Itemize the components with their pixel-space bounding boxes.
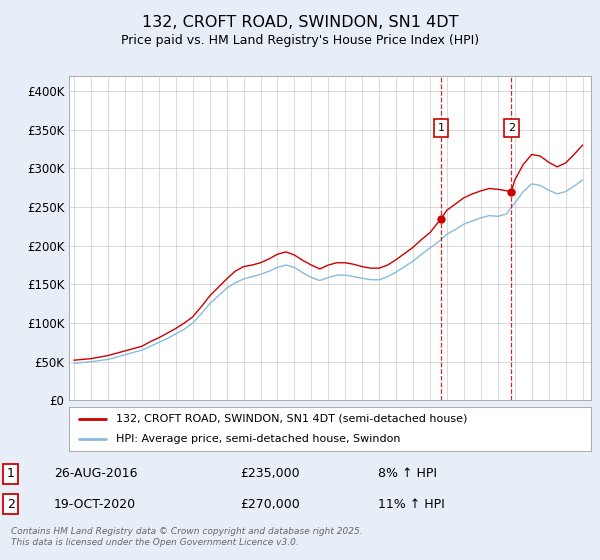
Text: 19-OCT-2020: 19-OCT-2020: [54, 498, 136, 511]
Text: 2: 2: [7, 498, 15, 511]
Text: 1: 1: [7, 467, 15, 480]
Text: 8% ↑ HPI: 8% ↑ HPI: [378, 467, 437, 480]
Text: 1: 1: [437, 123, 445, 133]
Text: 11% ↑ HPI: 11% ↑ HPI: [378, 498, 445, 511]
Text: 132, CROFT ROAD, SWINDON, SN1 4DT: 132, CROFT ROAD, SWINDON, SN1 4DT: [142, 15, 458, 30]
Text: £235,000: £235,000: [240, 467, 299, 480]
Text: 132, CROFT ROAD, SWINDON, SN1 4DT (semi-detached house): 132, CROFT ROAD, SWINDON, SN1 4DT (semi-…: [116, 414, 467, 424]
Text: Price paid vs. HM Land Registry's House Price Index (HPI): Price paid vs. HM Land Registry's House …: [121, 34, 479, 47]
Text: 2: 2: [508, 123, 515, 133]
Text: £270,000: £270,000: [240, 498, 300, 511]
Text: HPI: Average price, semi-detached house, Swindon: HPI: Average price, semi-detached house,…: [116, 434, 400, 444]
Text: Contains HM Land Registry data © Crown copyright and database right 2025.
This d: Contains HM Land Registry data © Crown c…: [11, 528, 362, 547]
Text: 26-AUG-2016: 26-AUG-2016: [54, 467, 137, 480]
